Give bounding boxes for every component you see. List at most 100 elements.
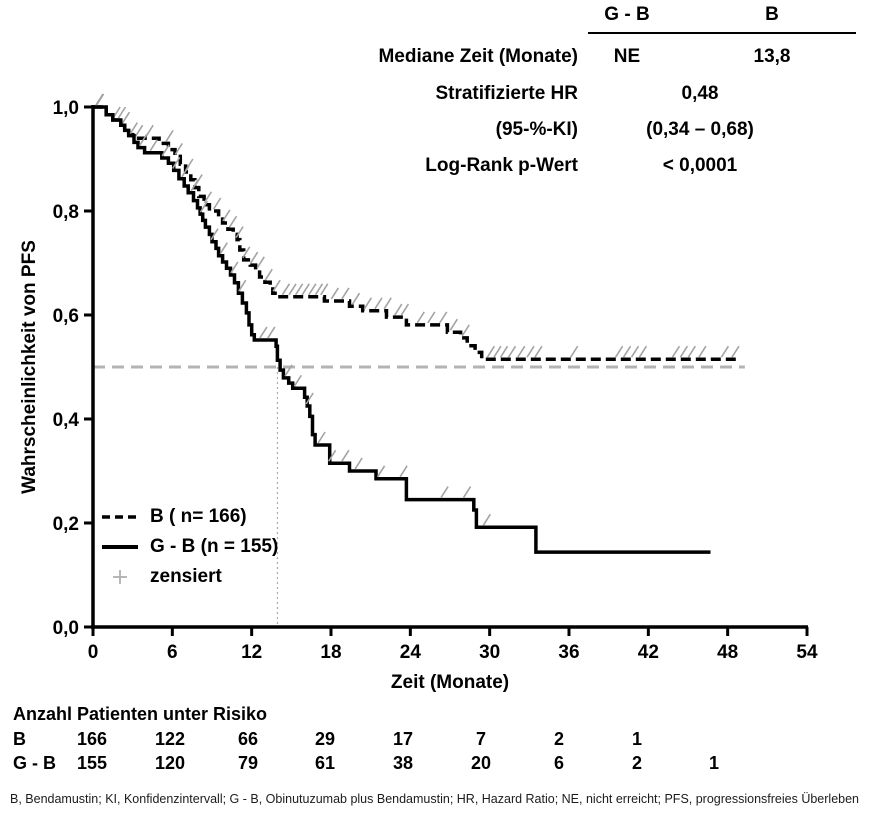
stats-row-label-ci: (95-%-KI): [495, 119, 578, 140]
stats-row-label-median: Mediane Zeit (Monate): [378, 46, 578, 67]
censor-mark: [354, 457, 363, 470]
censor-mark: [341, 449, 350, 462]
y-tick-label: 0,0: [53, 618, 79, 639]
censor-mark: [117, 106, 127, 119]
stats-value-hr: 0,48: [681, 83, 719, 104]
x-tick-label: 24: [400, 642, 422, 663]
x-axis-title: Zeit (Monate): [390, 672, 510, 693]
y-tick-label: 0,8: [53, 202, 79, 223]
censor-mark: [440, 486, 449, 499]
risk-row-label-gb: G - B: [13, 753, 56, 773]
censor-mark: [288, 283, 297, 296]
censor-mark: [507, 345, 517, 358]
censor-mark: [314, 283, 324, 296]
censor-mark: [95, 93, 104, 106]
censor-mark: [427, 311, 436, 324]
censor-mark: [614, 345, 624, 358]
censor-mark: [293, 374, 302, 387]
stats-value-median-b: 13,8: [753, 46, 791, 67]
censor-mark: [149, 139, 158, 152]
censor-mark: [374, 297, 383, 310]
censor-mark: [493, 345, 502, 358]
risk-table-title: Anzahl Patienten unter Risiko: [13, 704, 268, 724]
km-curve-gb: [93, 105, 711, 554]
censor-mark: [264, 268, 273, 281]
x-tick-label: 18: [320, 642, 341, 663]
y-axis-title: Wahrscheinlichkeit von PFS: [19, 240, 40, 494]
legend-label-zensiert: zensiert: [150, 566, 222, 587]
censor-mark: [341, 287, 350, 300]
risk-value: 2: [553, 729, 564, 749]
censor-mark: [281, 283, 291, 296]
legend-item-gb: G - B (n = 155): [100, 536, 278, 558]
censor-mark: [317, 431, 326, 444]
risk-value: 1: [631, 729, 642, 749]
censor-mark: [461, 324, 470, 337]
km-curve-b: [93, 105, 740, 361]
censor-mark: [720, 345, 730, 358]
x-tick-label: 54: [796, 642, 818, 663]
censor-mark: [242, 246, 251, 259]
legend-label-b: B ( n= 166): [150, 506, 247, 527]
risk-value: 6: [553, 753, 564, 773]
legend-item-zensiert: zensiert: [100, 566, 222, 588]
censor-mark: [203, 191, 213, 204]
stats-col-header-gb: G - B: [604, 4, 650, 25]
censor-mark: [383, 297, 392, 310]
censor-mark: [294, 283, 304, 296]
censor-mark: [351, 292, 361, 305]
censor-mark: [526, 345, 535, 358]
censor-mark: [174, 142, 183, 155]
risk-row-label-b: B: [13, 729, 26, 749]
censor-mark: [517, 345, 526, 358]
censor-mark: [199, 200, 209, 213]
dashed-line-icon: [100, 509, 140, 525]
censor-mark: [569, 345, 579, 358]
censor-mark: [272, 279, 281, 292]
censor-mark: [259, 326, 268, 339]
censor-mark: [165, 129, 174, 142]
censor-mark: [679, 345, 689, 358]
censor-mark: [284, 364, 293, 377]
stats-value-median-gb: NE: [613, 46, 641, 67]
censor-mark: [190, 179, 199, 192]
risk-value: 20: [470, 753, 492, 773]
stats-header-underline: [588, 32, 856, 34]
censor-mark: [638, 345, 648, 358]
censor-mark: [449, 318, 458, 331]
censor-mark: [145, 124, 154, 137]
stats-value-ci: (0,34 – 0,68): [646, 119, 754, 140]
x-tick-label: 36: [558, 642, 579, 663]
stats-col-header-b: B: [765, 4, 779, 25]
censor-mark: [305, 392, 314, 405]
censor-mark: [171, 157, 181, 169]
censor-mark: [181, 165, 190, 178]
y-tick-label: 0,4: [53, 410, 80, 431]
censor-mark: [534, 345, 543, 358]
legend-label-gb: G - B (n = 155): [150, 536, 279, 557]
risk-value: 155: [76, 753, 108, 773]
risk-value: 122: [154, 729, 186, 749]
censor-mark: [482, 513, 492, 526]
censor-mark: [210, 228, 219, 241]
censor-mark: [630, 345, 640, 358]
censor-mark: [230, 261, 239, 274]
censor-mark: [363, 297, 373, 310]
censor-mark: [622, 345, 632, 358]
risk-value: 29: [314, 729, 336, 749]
censor-mark: [134, 124, 144, 137]
x-tick-label: 30: [479, 642, 500, 663]
censor-mark: [219, 242, 228, 255]
censor-mark: [376, 465, 386, 478]
risk-value: 166: [76, 729, 108, 749]
censor-mark: [416, 311, 425, 324]
censor-mark: [308, 283, 317, 296]
censor-mark: [399, 465, 408, 478]
risk-value: 79: [237, 753, 259, 773]
stats-row-label-p: Log-Rank p-Wert: [425, 155, 578, 176]
risk-value: 38: [392, 753, 414, 773]
censor-mark: [687, 345, 696, 358]
censor-mark: [256, 256, 265, 269]
y-tick-label: 0,2: [53, 514, 79, 535]
